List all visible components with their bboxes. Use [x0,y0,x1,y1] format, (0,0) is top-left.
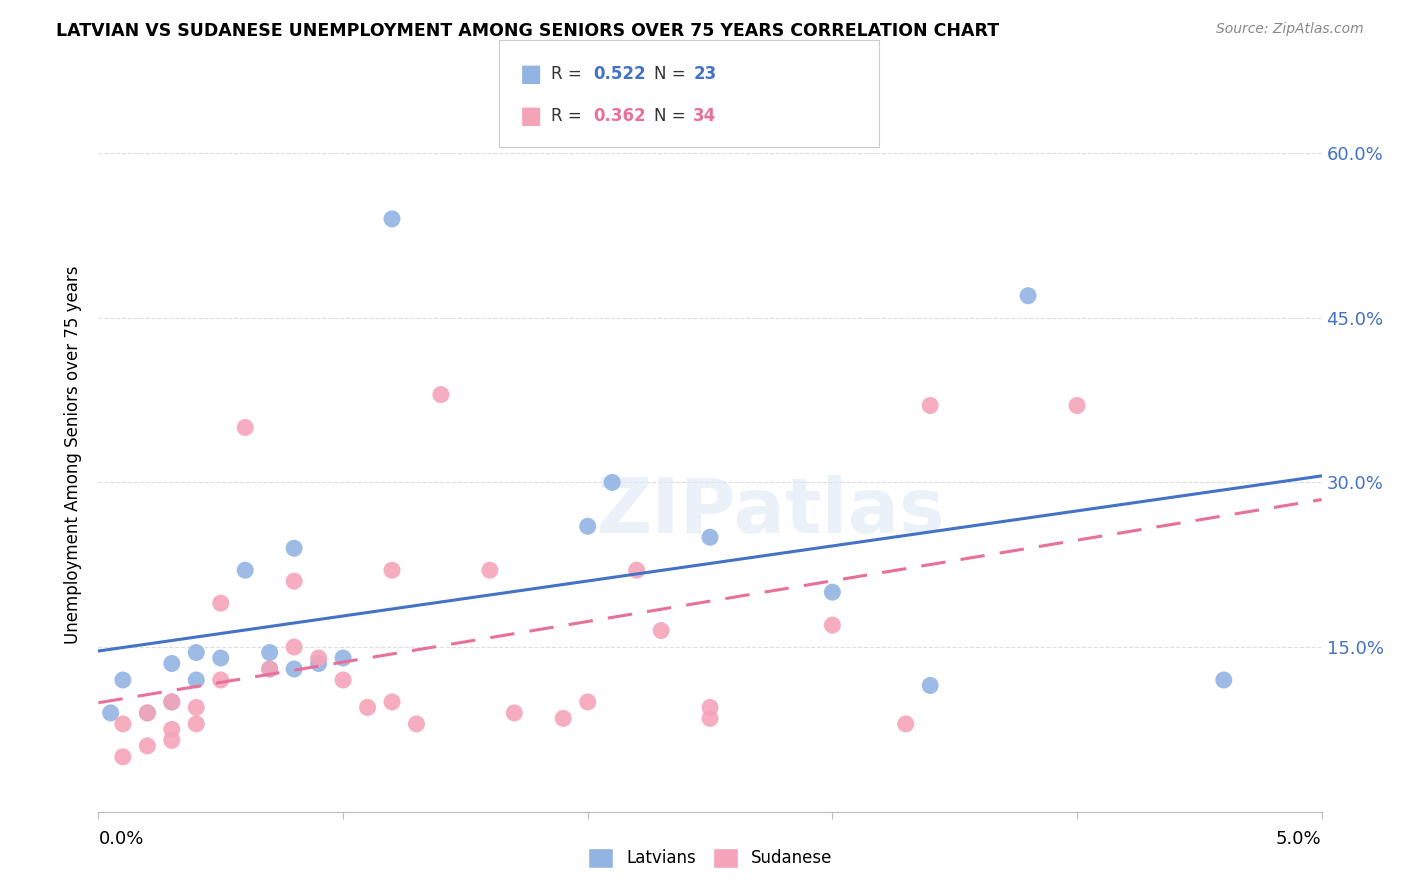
Point [160,695,183,709]
Text: LATVIAN VS SUDANESE UNEMPLOYMENT AMONG SENIORS OVER 75 YEARS CORRELATION CHART: LATVIAN VS SUDANESE UNEMPLOYMENT AMONG S… [56,22,1000,40]
Point [283,574,305,589]
Point [430,387,453,401]
Text: R =: R = [551,107,588,125]
Point [160,695,183,709]
Text: N =: N = [654,65,690,83]
Point [308,657,330,671]
Text: 0.362: 0.362 [593,107,645,125]
Point [576,695,599,709]
Point [1212,673,1234,687]
Point [233,563,256,577]
Point [699,711,721,725]
Text: 5.0%: 5.0% [1277,830,1322,847]
Point [160,723,183,737]
Point [283,662,305,676]
Point [209,673,232,687]
Point [332,651,354,665]
Point [186,646,208,660]
Text: Source: ZipAtlas.com: Source: ZipAtlas.com [1216,22,1364,37]
Point [283,541,305,556]
Point [259,646,281,660]
Text: R =: R = [551,65,588,83]
Legend: Latvians, Sudanese: Latvians, Sudanese [581,841,839,875]
Point [478,563,501,577]
Text: 34: 34 [693,107,717,125]
Point [650,624,672,638]
Text: 0.522: 0.522 [593,65,645,83]
Point [209,651,232,665]
Text: 0.0%: 0.0% [98,830,143,847]
Point [186,673,208,687]
Point [1017,289,1039,303]
Point [233,420,256,434]
Point [111,673,134,687]
Point [332,673,354,687]
Text: ■: ■ [520,62,543,86]
Text: N =: N = [654,107,690,125]
Point [100,706,122,720]
Text: 23: 23 [693,65,717,83]
Point [626,563,648,577]
Point [821,585,844,599]
Point [259,662,281,676]
Point [920,399,942,413]
Point [160,657,183,671]
Point [136,706,159,720]
Point [381,695,404,709]
Point [259,662,281,676]
Point [186,717,208,731]
Point [821,618,844,632]
Point [160,733,183,747]
Point [600,475,623,490]
Point [111,749,134,764]
Point [308,651,330,665]
Point [576,519,599,533]
Point [186,700,208,714]
Point [699,530,721,544]
Point [381,211,404,226]
Point [136,739,159,753]
Point [136,706,159,720]
Point [209,596,232,610]
Point [381,563,404,577]
Point [1066,399,1088,413]
Point [356,700,378,714]
Text: ■: ■ [520,104,543,128]
Point [405,717,427,731]
Point [699,700,721,714]
Y-axis label: Unemployment Among Seniors over 75 years: Unemployment Among Seniors over 75 years [65,266,83,644]
Text: ZIPatlas: ZIPatlas [598,475,945,549]
Point [920,678,942,692]
Point [894,717,917,731]
Point [283,640,305,654]
Point [503,706,526,720]
Point [553,711,575,725]
Point [111,717,134,731]
